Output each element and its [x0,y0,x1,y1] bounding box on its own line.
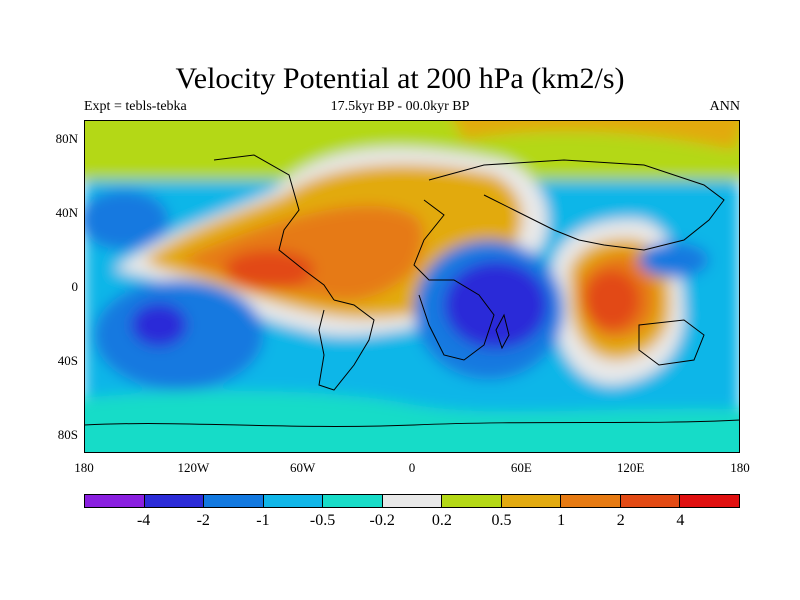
colorbar-swatch [680,495,740,507]
experiment-label: Expt = tebls-tebka [84,99,187,114]
colorbar-label: -0.2 [369,512,395,529]
field-max-americas [224,250,314,290]
y-tick-label: 40S [57,352,78,368]
field-neg-npacific [84,190,169,250]
coast-antarctica [84,419,740,427]
season-label: ANN [709,99,740,114]
colorbar-swatch [442,495,502,507]
colorbar-label: 1 [557,512,566,529]
colorbar-swatch [85,495,145,507]
colorbar-swatch [620,495,681,507]
field-max-maritime [584,270,640,330]
plot-title: Velocity Potential at 200 hPa (km2/s) [175,62,625,95]
colorbar-label: -1 [256,512,270,529]
colorbar-swatch [501,495,562,507]
coast-australia [638,319,705,366]
coast-africa [413,199,495,361]
coast-south-america [318,299,375,391]
x-tick-label: 120E [616,460,645,475]
colorbar [84,494,740,508]
y-tick-label: 80N [55,130,78,146]
colorbar-swatch [263,495,324,507]
field-min-indian [444,261,548,349]
colorbar-label: -4 [136,512,151,529]
colorbar-swatch [561,495,621,507]
map-frame [84,120,740,453]
colorbar-label: -0.5 [309,512,336,529]
coast-eurasia [428,159,725,251]
y-tick-label: 40N [55,204,78,220]
x-tick-label: 60E [510,460,532,475]
colorbar-swatch [382,495,443,507]
field-min-pacific [131,303,187,347]
colorbar-swatch [144,495,205,507]
colorbar-swatch [204,495,264,507]
x-tick-label: 180 [74,460,94,475]
y-tick-label: 80S [57,426,78,442]
coast-north-america [213,154,335,301]
colorbar-swatch [323,495,383,507]
colorbar-label: -2 [196,512,210,529]
coastlines [84,154,740,427]
x-tick-label: 120W [177,460,210,475]
map-canvas [84,120,740,453]
colorbar-label: 0.2 [431,512,452,529]
field-positive-asia [454,120,740,150]
field-south-band [84,390,740,453]
x-tick-label: 60W [290,460,316,475]
period-label: 17.5kyr BP - 00.0kyr BP [330,99,470,114]
colorbar-label: 2 [616,512,625,529]
y-tick-label: 0 [71,278,79,294]
x-tick-label: 0 [408,460,416,475]
colorbar-label: 0.5 [491,512,512,529]
colorbar-label: 4 [676,512,685,529]
coast-madagascar [495,313,510,350]
field-neg-wpacific [639,242,709,278]
map-panel [84,120,740,453]
x-tick-label: 180 [730,460,750,475]
